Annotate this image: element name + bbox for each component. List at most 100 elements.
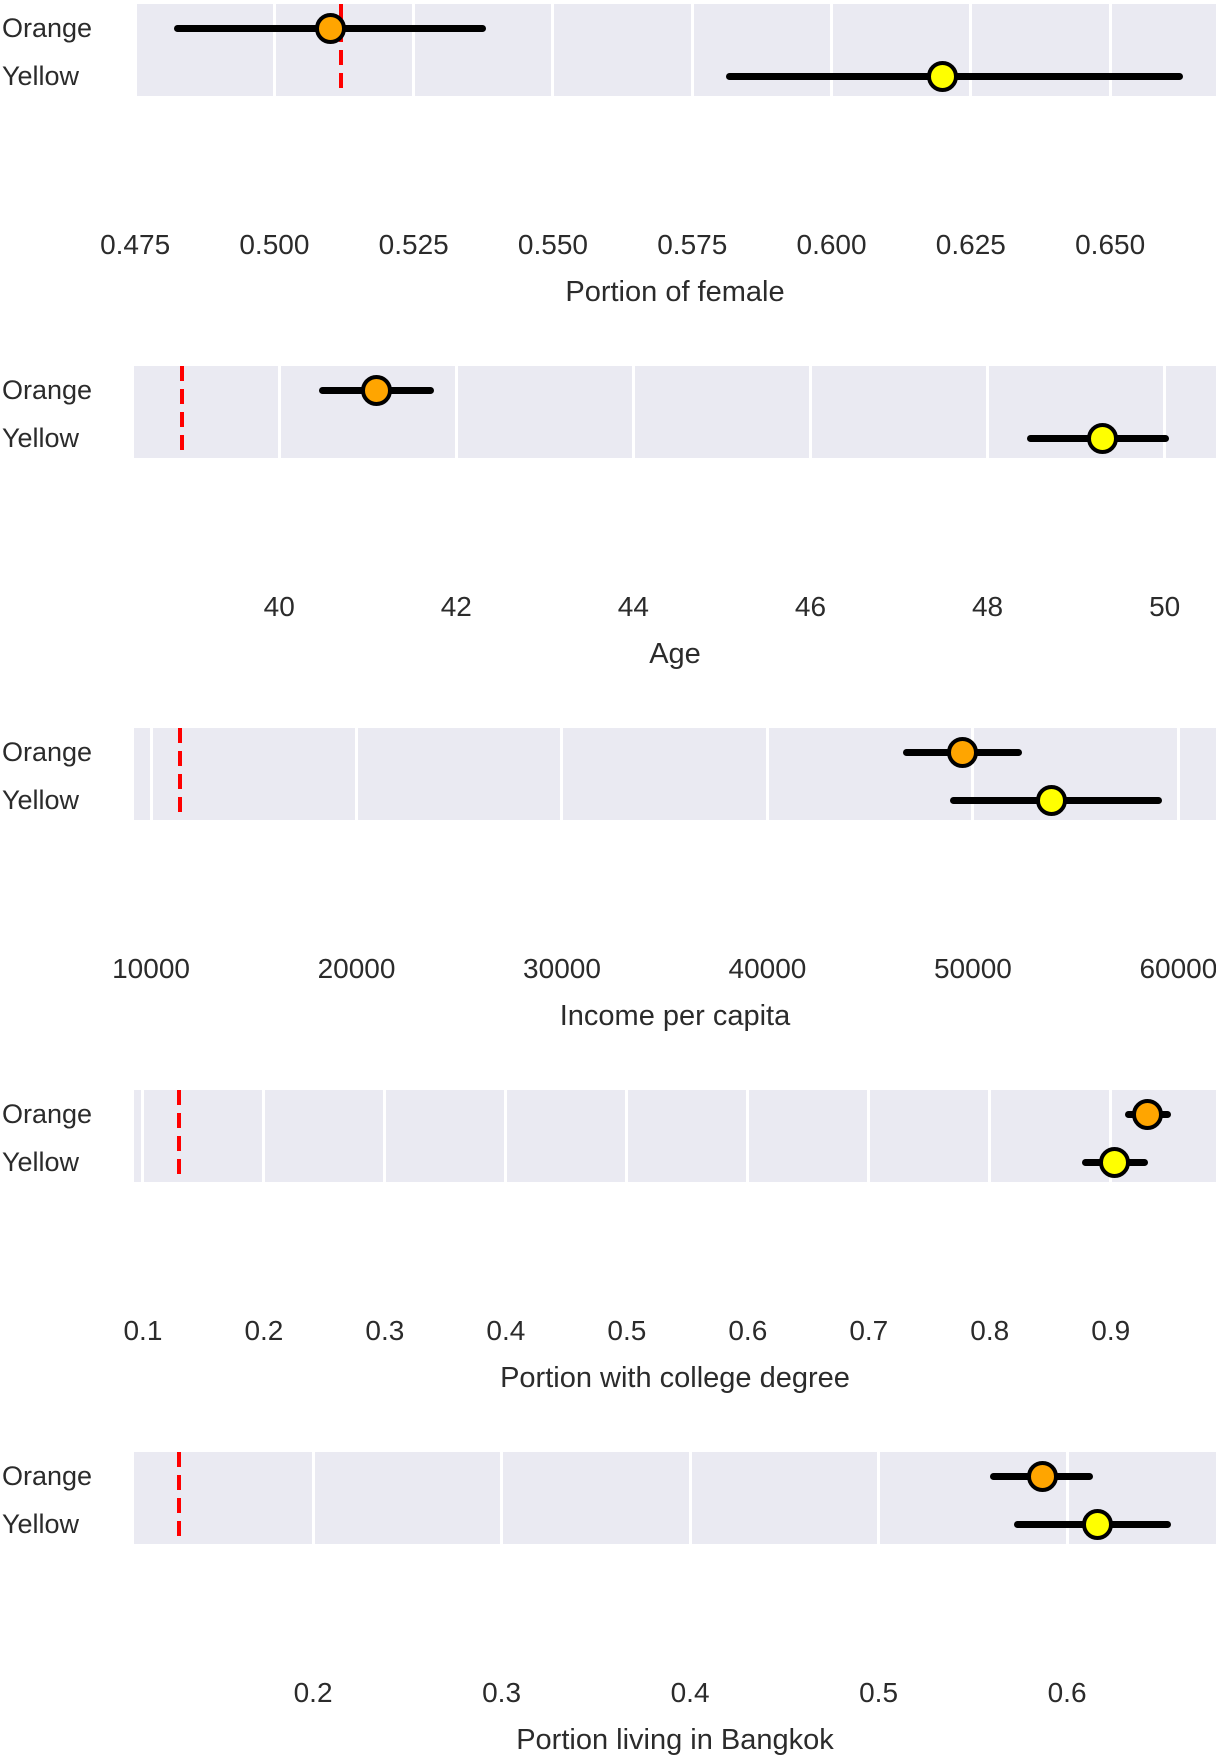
y-tick-label-yellow: Yellow <box>2 1147 80 1177</box>
gridline <box>134 4 137 96</box>
gridline <box>277 366 281 458</box>
x-tick-label: 20000 <box>317 953 396 984</box>
plot-area <box>134 1090 1216 1182</box>
reference-line <box>177 728 182 820</box>
y-tick-label-orange: Orange <box>2 13 93 43</box>
gridline <box>551 4 555 96</box>
x-tick-label: 0.7 <box>849 1315 889 1346</box>
gridline <box>504 1090 508 1182</box>
x-axis-title: Portion with college degree <box>500 1362 850 1394</box>
point-estimate-marker-orange <box>1131 1098 1163 1130</box>
x-tick-label: 0.550 <box>517 229 589 260</box>
x-tick-label: 50 <box>1149 591 1181 622</box>
point-estimate-marker-orange <box>361 374 393 406</box>
gridline <box>830 4 834 96</box>
y-tick-label-orange: Orange <box>2 375 93 405</box>
gridline <box>631 366 635 458</box>
gridline <box>690 4 694 96</box>
x-tick-label: 46 <box>794 591 827 622</box>
point-estimate-marker-orange <box>947 736 979 768</box>
x-tick-label: 0.475 <box>100 229 171 260</box>
gridline <box>986 366 990 458</box>
gridline <box>746 1090 750 1182</box>
x-tick-label: 0.575 <box>657 229 728 260</box>
plot-area <box>134 366 1216 458</box>
x-tick-label: 0.6 <box>728 1315 768 1346</box>
reference-line <box>179 366 184 458</box>
panel-income-per-capita: Orange Yellow 10000 20000 30000 40000 50000 6… <box>0 0 1216 1032</box>
y-tick-label-orange: Orange <box>2 1099 93 1129</box>
x-tick-label: 40 <box>263 591 295 622</box>
x-tick-label: 0.9 <box>1091 1315 1131 1346</box>
y-tick-label-yellow: Yellow <box>2 785 80 815</box>
point-estimate-marker-yellow <box>1081 1508 1113 1540</box>
gridline <box>272 4 276 96</box>
gridline <box>454 366 458 458</box>
y-tick-label-yellow: Yellow <box>2 61 80 91</box>
point-estimate-marker-yellow <box>1035 784 1067 816</box>
x-tick-label: 30000 <box>523 953 601 984</box>
gridline <box>808 366 812 458</box>
gridline <box>1065 1452 1069 1544</box>
x-axis-title: Portion living in Bangkok <box>516 1724 834 1756</box>
gridline <box>688 1452 692 1544</box>
gridline <box>383 1090 387 1182</box>
gridline <box>149 728 153 820</box>
point-estimate-marker-orange <box>1027 1460 1059 1492</box>
plot-area <box>134 1452 1216 1544</box>
gridline <box>867 1090 871 1182</box>
x-tick-label: 0.4 <box>486 1315 526 1346</box>
point-estimate-marker-yellow <box>1087 422 1119 454</box>
x-tick-label: 0.6 <box>1047 1677 1087 1708</box>
gridline <box>141 1090 145 1182</box>
x-axis-title: Income per capita <box>559 1000 791 1032</box>
x-tick-label: 0.3 <box>482 1677 522 1708</box>
x-tick-label: 0.5 <box>607 1315 647 1346</box>
y-tick-label-yellow: Yellow <box>2 423 80 453</box>
point-estimate-marker-yellow <box>1098 1146 1130 1178</box>
panel-portion-with-college-degree: Orange Yellow 0.1 0.2 0.3 0.4 0.5 0.6 0.7 0.8 0.… <box>0 0 1216 1394</box>
x-tick-label: 44 <box>617 591 649 622</box>
gridline <box>412 4 416 96</box>
x-tick-label: 0.4 <box>670 1677 710 1708</box>
x-tick-label: 0.525 <box>378 229 449 260</box>
gridline <box>765 728 769 820</box>
gridline <box>560 728 564 820</box>
point-estimate-marker-orange <box>314 12 346 44</box>
reference-line <box>177 1090 182 1182</box>
x-tick-label: 48 <box>971 591 1004 622</box>
y-tick-label-orange: Orange <box>2 737 93 767</box>
x-tick-label: 10000 <box>112 953 190 984</box>
x-tick-label: 42 <box>440 591 472 622</box>
x-tick-label: 50000 <box>933 953 1012 984</box>
gridline <box>1163 366 1167 458</box>
x-tick-label: 0.2 <box>293 1677 333 1708</box>
x-axis-title: Portion of female <box>565 276 785 308</box>
y-tick-label-yellow: Yellow <box>2 1509 80 1539</box>
gridline <box>311 1452 315 1544</box>
x-tick-label: 0.8 <box>970 1315 1010 1346</box>
gridline <box>969 4 973 96</box>
gridline <box>355 728 359 820</box>
x-tick-label: 0.2 <box>244 1315 284 1346</box>
gridline <box>500 1452 504 1544</box>
gridline <box>877 1452 881 1544</box>
plot-area <box>134 4 1216 96</box>
gridline <box>1176 728 1180 820</box>
reference-line <box>177 1452 182 1544</box>
reference-line <box>339 4 344 96</box>
gridline <box>1108 4 1112 96</box>
x-axis-title: Age <box>649 638 701 670</box>
x-tick-label: 40000 <box>728 953 807 984</box>
gridline <box>988 1090 992 1182</box>
x-tick-label: 0.3 <box>365 1315 405 1346</box>
x-tick-label: 0.625 <box>935 229 1006 260</box>
gridline <box>262 1090 266 1182</box>
gridline <box>625 1090 629 1182</box>
x-tick-label: 0.600 <box>796 229 867 260</box>
x-tick-label: 0.5 <box>859 1677 899 1708</box>
panel-age: Orange Yellow 40 42 44 46 48 50 Age <box>0 0 1216 670</box>
x-tick-label: 0.1 <box>123 1315 163 1346</box>
x-tick-label: 0.650 <box>1075 229 1146 260</box>
